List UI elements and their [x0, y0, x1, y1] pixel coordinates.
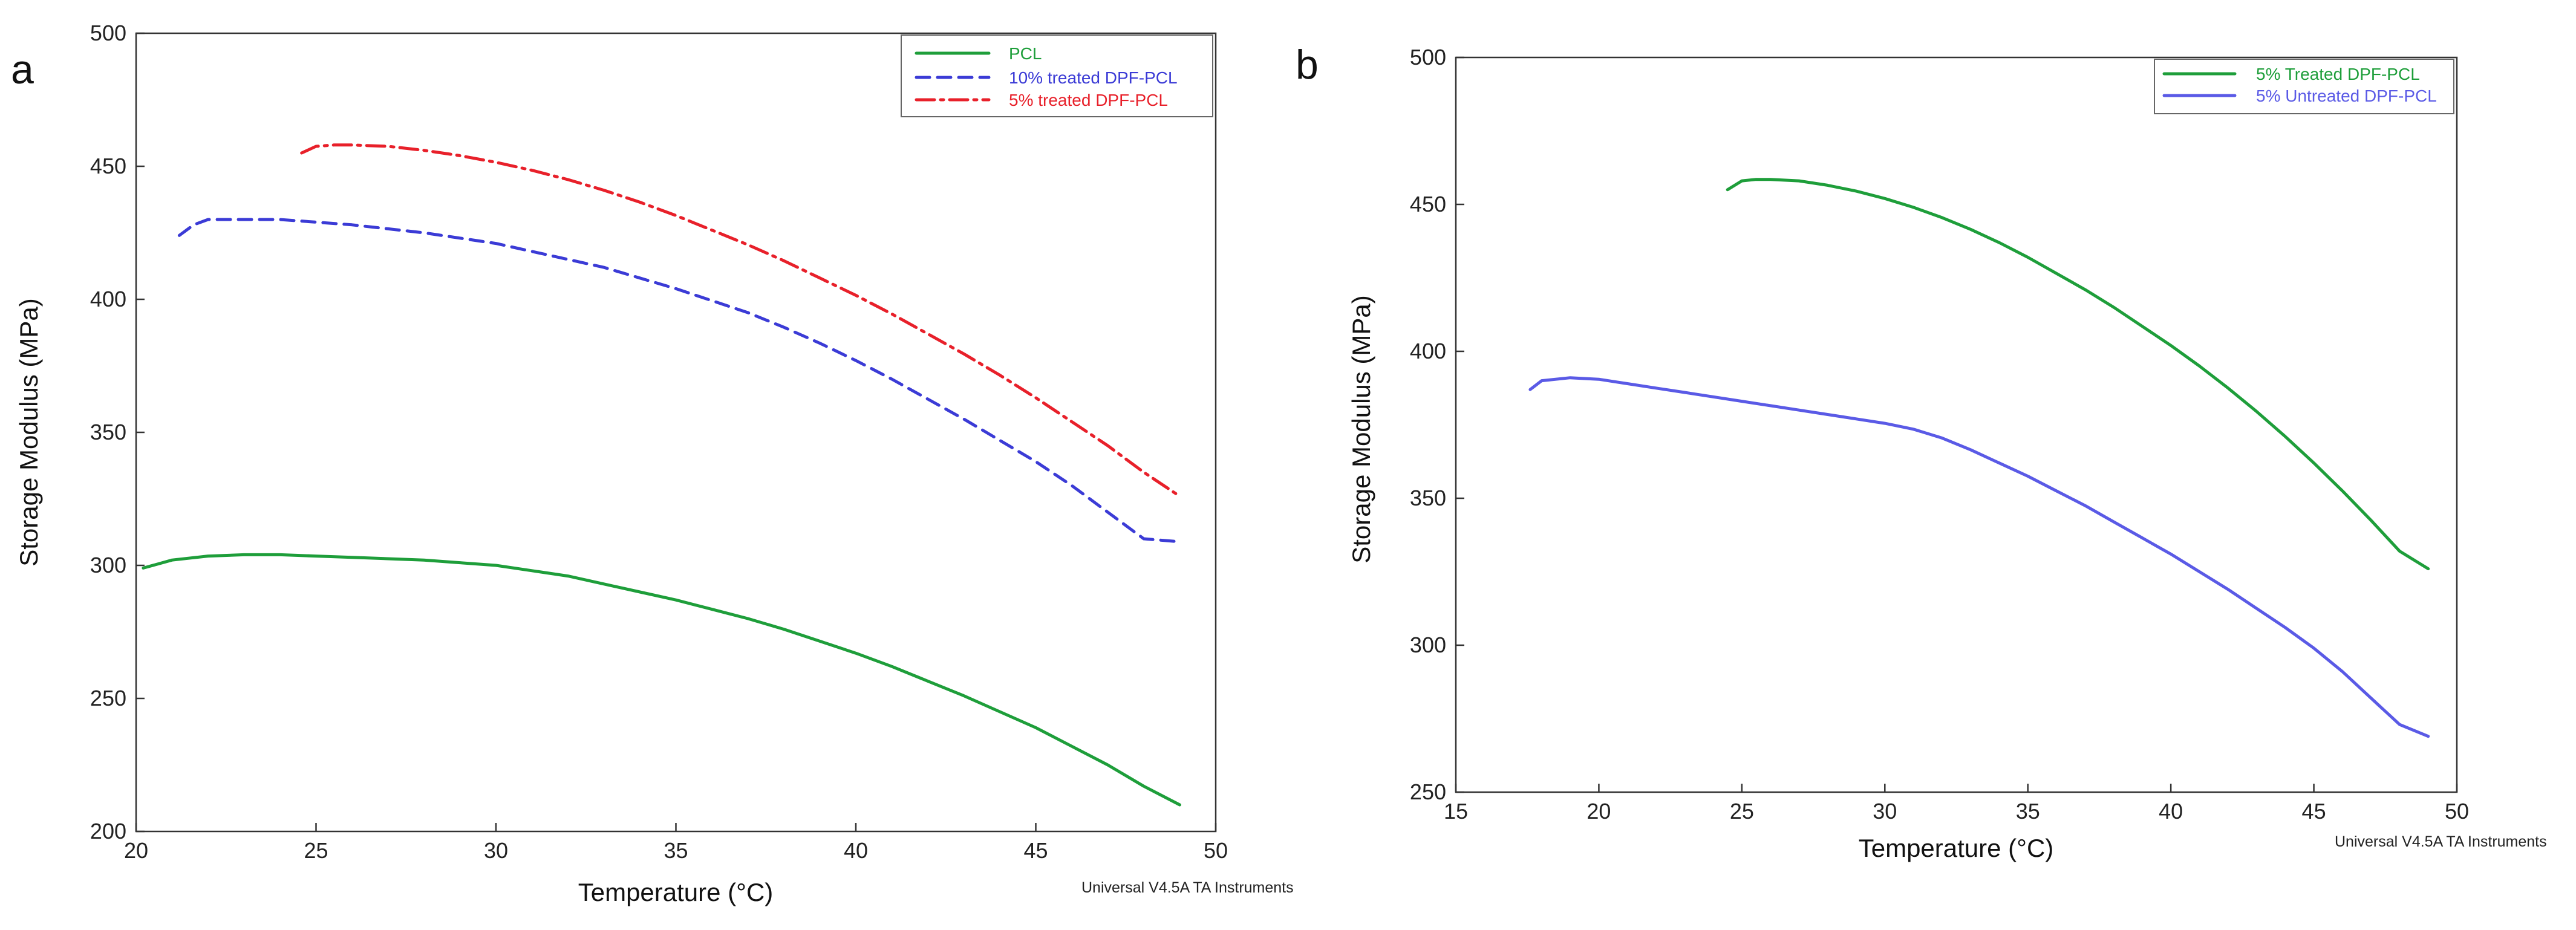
panel-a-axes: 20 25 30 35 40 45 50 200 250 300 350 400 450 500 [90, 21, 1228, 863]
panel-b-series [1528, 178, 2430, 738]
x-tick-label: 20 [124, 838, 148, 863]
x-tick-label: 15 [1444, 799, 1468, 824]
y-tick-label: 300 [1410, 632, 1446, 657]
panel-a-legend-box [901, 34, 1213, 117]
x-tick-label: 45 [2302, 799, 2326, 824]
x-tick-label: 25 [304, 838, 328, 863]
legend-label-pcl: PCL [1009, 44, 1042, 63]
x-tick-label: 40 [844, 838, 868, 863]
series-line-5-treated-dpf-pcl [1726, 178, 2430, 571]
y-tick-label: 300 [90, 553, 126, 577]
legend-label-5-treated: 5% treated DPF-PCL [1009, 91, 1168, 109]
panel-b: b 15 20 25 30 35 40 45 50 250 300 350 400 450 500 Tem… [1296, 42, 2547, 862]
x-tick-label: 30 [1873, 799, 1897, 824]
panel-b-plot-area [1455, 56, 2458, 793]
x-tick-label: 40 [2159, 799, 2183, 824]
y-tick-label: 200 [90, 819, 126, 844]
series-line-5-treated-dpf-pcl [300, 143, 1181, 498]
panel-a-plot-area [135, 32, 1217, 833]
x-tick-label: 30 [484, 838, 508, 863]
x-tick-label: 35 [664, 838, 688, 863]
x-tick-label: 50 [2445, 799, 2469, 824]
y-tick-label: 500 [90, 21, 126, 45]
y-tick-label: 350 [1410, 486, 1446, 510]
legend-label-5-untreated: 5% Untreated DPF-PCL [2256, 86, 2437, 105]
panel-b-x-axis-title: Temperature (°C) [1859, 834, 2054, 862]
y-tick-label: 250 [1410, 779, 1446, 804]
x-tick-label: 45 [1023, 838, 1048, 863]
series-line-5-untreated-dpf-pcl [1528, 376, 2430, 738]
panel-a-y-axis-title: Storage Modulus (MPa) [15, 298, 43, 567]
y-tick-label: 350 [90, 420, 126, 444]
y-tick-label: 250 [90, 686, 126, 711]
x-tick-label: 50 [1204, 838, 1228, 863]
series-line-pcl [142, 553, 1181, 807]
panel-b-legend: 5% Treated DPF-PCL 5% Untreated DPF-PCL [2154, 59, 2454, 114]
panel-a-series [142, 143, 1181, 807]
panel-a: a 20 25 30 35 40 45 50 200 250 300 350 400 450 500 Te… [11, 21, 1294, 906]
panel-a-letter: a [11, 47, 34, 93]
panel-a-legend: PCL 10% treated DPF-PCL 5% treated DPF-P… [901, 34, 1213, 117]
y-tick-label: 400 [1410, 339, 1446, 363]
x-tick-label: 20 [1586, 799, 1611, 824]
legend-label-5-treated: 5% Treated DPF-PCL [2256, 65, 2420, 83]
panel-b-y-axis-title: Storage Modulus (MPa) [1347, 295, 1375, 564]
series-line-10-treated-dpf-pcl [177, 218, 1178, 543]
y-tick-label: 450 [1410, 192, 1446, 216]
x-tick-label: 25 [1730, 799, 1754, 824]
panel-b-axes: 15 20 25 30 35 40 45 50 250 300 350 400 450 500 [1410, 45, 2469, 824]
panel-b-legend-box [2154, 59, 2454, 114]
x-tick-label: 35 [2016, 799, 2040, 824]
y-tick-label: 500 [1410, 45, 1446, 70]
panel-b-letter: b [1296, 42, 1319, 88]
panel-b-footer: Universal V4.5A TA Instruments [2335, 833, 2547, 850]
panel-a-footer: Universal V4.5A TA Instruments [1081, 879, 1294, 896]
legend-label-10-treated: 10% treated DPF-PCL [1009, 68, 1178, 87]
y-tick-label: 400 [90, 287, 126, 311]
panel-a-x-axis-title: Temperature (°C) [578, 878, 774, 906]
y-tick-label: 450 [90, 154, 126, 178]
